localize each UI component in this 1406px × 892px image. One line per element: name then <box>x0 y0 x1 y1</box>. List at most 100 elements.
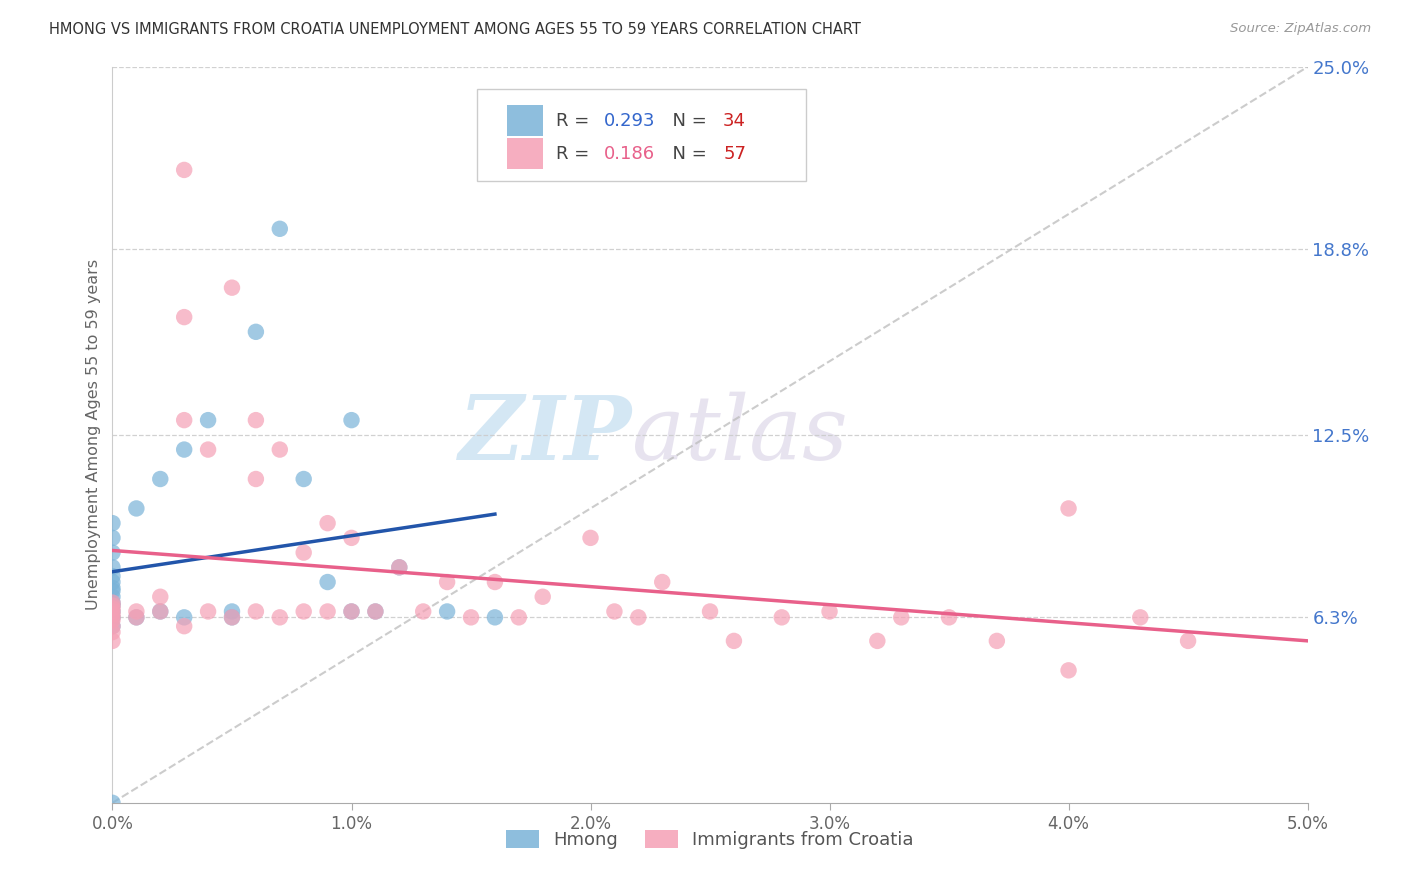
Point <box>101 796 124 810</box>
Point <box>101 599 124 613</box>
Point <box>340 531 363 545</box>
Point <box>603 605 626 619</box>
Point <box>125 501 148 516</box>
Text: R =: R = <box>555 112 595 129</box>
Point <box>436 575 458 590</box>
Text: 57: 57 <box>723 145 747 162</box>
Point <box>101 516 124 530</box>
Point <box>101 596 124 610</box>
Point <box>101 599 124 613</box>
Point <box>460 610 482 624</box>
Point <box>269 442 291 457</box>
Point <box>292 605 315 619</box>
Point <box>770 610 793 624</box>
Text: ZIP: ZIP <box>458 392 633 478</box>
Point <box>101 605 124 619</box>
Point <box>1057 501 1080 516</box>
Point <box>173 310 195 325</box>
Text: Source: ZipAtlas.com: Source: ZipAtlas.com <box>1230 22 1371 36</box>
Point <box>173 163 195 178</box>
Point <box>101 575 124 590</box>
Point <box>292 472 315 486</box>
Point <box>149 472 172 486</box>
Point <box>125 610 148 624</box>
Text: 0.293: 0.293 <box>603 112 655 129</box>
Point <box>221 605 243 619</box>
Text: 34: 34 <box>723 112 747 129</box>
Y-axis label: Unemployment Among Ages 55 to 59 years: Unemployment Among Ages 55 to 59 years <box>86 260 101 610</box>
Point <box>173 413 195 427</box>
Point <box>101 583 124 598</box>
Point <box>531 590 554 604</box>
Point <box>388 560 411 574</box>
Point <box>436 605 458 619</box>
Point <box>292 545 315 560</box>
Point <box>149 605 172 619</box>
Point <box>723 633 745 648</box>
Point <box>197 413 219 427</box>
Point <box>818 605 841 619</box>
Point <box>245 472 267 486</box>
Point <box>1129 610 1152 624</box>
Point <box>101 581 124 595</box>
Point <box>699 605 721 619</box>
Point <box>101 590 124 604</box>
Point <box>364 605 387 619</box>
Point <box>484 575 506 590</box>
Point <box>101 545 124 560</box>
Point <box>890 610 912 624</box>
Point <box>101 607 124 622</box>
FancyBboxPatch shape <box>508 138 543 169</box>
Text: 0.186: 0.186 <box>603 145 655 162</box>
FancyBboxPatch shape <box>477 89 806 181</box>
Point <box>149 590 172 604</box>
Point <box>651 575 673 590</box>
Point <box>1177 633 1199 648</box>
Text: R =: R = <box>555 145 595 162</box>
Point <box>986 633 1008 648</box>
Point <box>125 610 148 624</box>
Point <box>221 610 243 624</box>
Point <box>245 605 267 619</box>
Point <box>197 605 219 619</box>
Point <box>340 413 363 427</box>
Point <box>101 613 124 627</box>
Point <box>197 442 219 457</box>
Point <box>340 605 363 619</box>
Point <box>340 605 363 619</box>
Text: N =: N = <box>661 112 713 129</box>
Legend: Hmong, Immigrants from Croatia: Hmong, Immigrants from Croatia <box>499 822 921 856</box>
Point <box>627 610 650 624</box>
Point <box>316 516 339 530</box>
Point <box>173 442 195 457</box>
Point <box>938 610 960 624</box>
Point <box>221 610 243 624</box>
Point <box>101 605 124 619</box>
Point <box>149 605 172 619</box>
Point <box>484 610 506 624</box>
Point <box>101 633 124 648</box>
Point <box>125 605 148 619</box>
Point <box>388 560 411 574</box>
Point <box>101 601 124 615</box>
FancyBboxPatch shape <box>508 105 543 136</box>
Point <box>173 610 195 624</box>
Point <box>316 605 339 619</box>
Point <box>101 619 124 633</box>
Point <box>101 625 124 640</box>
Point <box>173 619 195 633</box>
Point <box>866 633 889 648</box>
Point <box>101 610 124 624</box>
Point <box>412 605 434 619</box>
Point <box>316 575 339 590</box>
Point <box>101 560 124 574</box>
Point <box>221 281 243 295</box>
Point <box>101 610 124 624</box>
Point <box>101 531 124 545</box>
Point <box>579 531 602 545</box>
Point <box>1057 664 1080 678</box>
Point <box>101 619 124 633</box>
Point <box>245 413 267 427</box>
Point <box>101 596 124 610</box>
Text: N =: N = <box>661 145 713 162</box>
